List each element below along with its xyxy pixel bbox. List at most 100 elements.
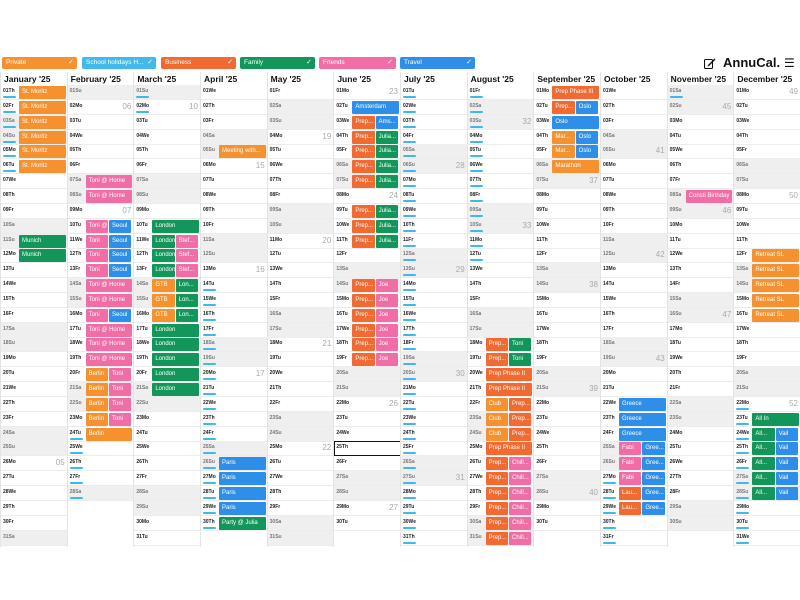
day-cell[interactable]: 16Sa (267, 307, 335, 323)
day-cell[interactable]: 19Sa (401, 352, 468, 368)
event-travel[interactable]: Seoul (108, 219, 132, 233)
event-travel[interactable]: Greece (619, 427, 666, 441)
day-cell[interactable]: 25Th All... Vail (734, 441, 800, 457)
event-friends[interactable]: Toni @ Home (85, 279, 133, 293)
day-cell[interactable]: 12Su 42 (601, 248, 668, 264)
event-travel[interactable]: Ams... (375, 115, 398, 129)
day-cell[interactable]: 04Sa (201, 129, 268, 145)
day-cell[interactable]: 07Su Prep... Julia... (334, 174, 401, 190)
day-cell[interactable]: 16Mo GTB Lon... (134, 308, 201, 323)
day-cell[interactable]: 18Fr (401, 337, 468, 353)
day-cell[interactable]: 04We (134, 130, 201, 145)
day-cell[interactable]: 05Fr Mar... Oslo (534, 144, 601, 160)
event-private[interactable]: GTB (152, 279, 175, 293)
event-friends[interactable]: Toni @ Home (85, 353, 133, 367)
event-family[interactable]: Toni (508, 338, 532, 352)
day-cell[interactable]: 27Fr (134, 471, 201, 487)
day-cell[interactable]: 15Fr (267, 293, 335, 308)
event-friends[interactable]: Fabi (619, 442, 642, 456)
day-cell[interactable]: 05Mo St. Moritz (1, 144, 68, 160)
event-travel[interactable]: Seoul (108, 308, 132, 322)
day-cell[interactable]: 20Sa (734, 367, 800, 383)
day-cell[interactable]: 08Th (1, 189, 68, 204)
event-family[interactable]: Party @ Julia (219, 516, 266, 530)
event-private[interactable]: Club (485, 412, 508, 426)
day-cell[interactable]: 21Mo (401, 382, 468, 397)
day-cell[interactable]: 16Tu Prep... Joe (334, 308, 401, 323)
day-cell[interactable]: 15We (601, 293, 668, 308)
event-travel[interactable]: Vail (775, 457, 798, 471)
day-cell[interactable]: 13Fr Toni Seoul (67, 263, 135, 279)
day-cell[interactable]: 29Mo (734, 501, 800, 516)
day-cell[interactable]: 12Su (201, 248, 268, 264)
day-cell[interactable]: 08Mo 50 (734, 189, 800, 204)
event-travel[interactable]: Vail (775, 486, 798, 500)
day-cell[interactable]: 11We London Stef... (134, 234, 201, 249)
day-cell[interactable]: 26Fr (334, 456, 401, 472)
filter-chip-friends[interactable]: Friends ✓ (319, 57, 396, 69)
day-cell[interactable]: 15Mo Prep... Joe (334, 293, 401, 308)
day-cell[interactable]: 23Sa Club Prep... (467, 411, 535, 427)
event-business[interactable]: Prep... (485, 457, 508, 471)
day-cell[interactable]: 11We Toni Seoul (67, 234, 135, 249)
day-cell[interactable]: 23Fr (1, 412, 68, 427)
day-cell[interactable]: 01We (601, 85, 668, 100)
day-cell[interactable]: 09Tu Prep... Julia... (334, 204, 401, 219)
day-cell[interactable]: 07Th (267, 174, 335, 190)
day-cell[interactable]: 13We (467, 263, 535, 279)
day-cell[interactable]: 15Mo51Retreat SL (734, 293, 800, 308)
event-travel[interactable]: Oslo (575, 130, 598, 144)
day-cell[interactable]: 05Tu (267, 144, 335, 160)
day-cell[interactable]: 22Mo (534, 397, 601, 412)
day-cell[interactable]: 17Su (267, 322, 335, 338)
event-friends[interactable]: Joe (375, 279, 398, 293)
day-cell[interactable]: 27Tu (1, 471, 68, 487)
day-cell[interactable]: 24We All... Vail (734, 427, 800, 442)
event-family[interactable]: London (152, 338, 199, 352)
event-private[interactable]: Club (485, 397, 508, 411)
day-cell[interactable]: 23Sa (267, 411, 335, 427)
event-family[interactable]: London (152, 234, 175, 248)
event-business[interactable]: Prep Phase II (485, 442, 533, 456)
day-cell[interactable]: 04Th Mar... Oslo (534, 130, 601, 145)
day-cell[interactable]: 08Tu (401, 189, 468, 204)
day-cell[interactable]: 23Th Greece (601, 412, 668, 427)
day-cell[interactable]: 19Fr Prep... Joe (334, 352, 401, 368)
day-cell[interactable]: 04Th Prep... Julia... (334, 130, 401, 145)
day-cell[interactable]: 16We (401, 308, 468, 323)
day-cell[interactable]: 08Fr (467, 189, 535, 204)
event-private[interactable]: St. Moritz (19, 145, 66, 159)
day-cell[interactable]: 06We (467, 159, 535, 175)
event-private[interactable]: GTB (152, 293, 175, 307)
day-cell[interactable]: 01Fr (467, 85, 535, 100)
day-cell[interactable]: 24Th (401, 427, 468, 442)
day-cell[interactable]: 15Fr (467, 293, 535, 308)
day-cell[interactable]: 05Th (134, 144, 201, 160)
day-cell[interactable]: 12Sa (401, 248, 468, 264)
day-cell[interactable]: 02Tu Amsterdam (334, 100, 401, 115)
event-friends[interactable]: Toni (85, 249, 108, 263)
event-family[interactable]: Julia... (375, 175, 398, 189)
day-cell[interactable]: 01Mo 23 (334, 85, 401, 100)
day-cell[interactable]: 09Sa (467, 203, 535, 219)
day-cell[interactable]: 23Su (667, 411, 735, 427)
event-business[interactable]: Prep... (352, 308, 375, 322)
day-cell[interactable]: 13Fr London Stef... (134, 263, 201, 279)
day-cell[interactable]: 28Th (267, 486, 335, 501)
day-cell[interactable]: 08Su Toni @ Home (67, 188, 135, 204)
day-cell[interactable]: 05Sa (401, 144, 468, 160)
day-cell[interactable]: 04Sa (601, 129, 668, 145)
day-cell[interactable]: 11Th Prep... Julia... (334, 234, 401, 249)
day-cell[interactable]: 17Sa (1, 322, 68, 338)
event-travel[interactable]: Paris (219, 486, 266, 500)
event-private[interactable]: Mar... (552, 145, 575, 159)
event-business[interactable]: Prep... (485, 531, 508, 545)
day-cell[interactable]: 29Mo (534, 501, 601, 516)
day-cell[interactable]: 30Su (667, 515, 735, 531)
day-cell[interactable]: 06Mo 15 (201, 159, 268, 175)
day-cell[interactable]: 26Th (134, 456, 201, 472)
day-cell[interactable]: 10Th (401, 219, 468, 234)
day-cell[interactable]: 11Tu (667, 234, 735, 249)
day-cell[interactable]: 15Su GTB Lon... (134, 292, 201, 308)
event-travel[interactable]: Gree... (642, 486, 665, 500)
